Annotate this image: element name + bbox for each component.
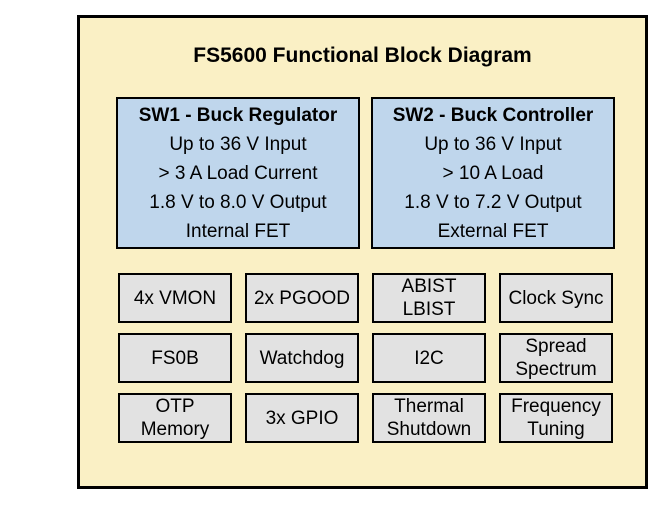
block-vmon: 4x VMON	[118, 273, 232, 323]
block-spread-spectrum: Spread Spectrum	[499, 333, 613, 383]
block-line: External FET	[437, 221, 549, 242]
block-line: > 3 A Load Current	[158, 163, 318, 184]
block-clock-sync: Clock Sync	[499, 273, 613, 323]
block-title: SW2 - Buck Controller	[392, 105, 594, 126]
block-title: SW1 - Buck Regulator	[138, 105, 338, 126]
block-thermal-shutdown: Thermal Shutdown	[372, 393, 486, 443]
block-abist-lbist: ABIST LBIST	[372, 273, 486, 323]
block-pgood: 2x PGOOD	[245, 273, 359, 323]
block-line: 1.8 V to 8.0 V Output	[149, 192, 327, 213]
block-i2c: I2C	[372, 333, 486, 383]
block-line: 1.8 V to 7.2 V Output	[404, 192, 582, 213]
block-line: > 10 A Load	[442, 163, 544, 184]
block-line: Up to 36 V Input	[169, 134, 307, 155]
feature-grid: 4x VMON 2x PGOOD ABIST LBIST Clock Sync …	[118, 273, 613, 443]
block-frequency-tuning: Frequency Tuning	[499, 393, 613, 443]
block-watchdog: Watchdog	[245, 333, 359, 383]
block-line: Internal FET	[185, 221, 291, 242]
block-gpio: 3x GPIO	[245, 393, 359, 443]
block-sw1-buck-regulator: SW1 - Buck Regulator Up to 36 V Input > …	[116, 97, 360, 249]
diagram-title: FS5600 Functional Block Diagram	[193, 44, 532, 67]
block-line: Up to 36 V Input	[424, 134, 562, 155]
diagram-frame: FS5600 Functional Block Diagram SW1 - Bu…	[77, 15, 648, 489]
block-sw2-buck-controller: SW2 - Buck Controller Up to 36 V Input >…	[371, 97, 615, 249]
block-fs0b: FS0B	[118, 333, 232, 383]
block-otp-memory: OTP Memory	[118, 393, 232, 443]
